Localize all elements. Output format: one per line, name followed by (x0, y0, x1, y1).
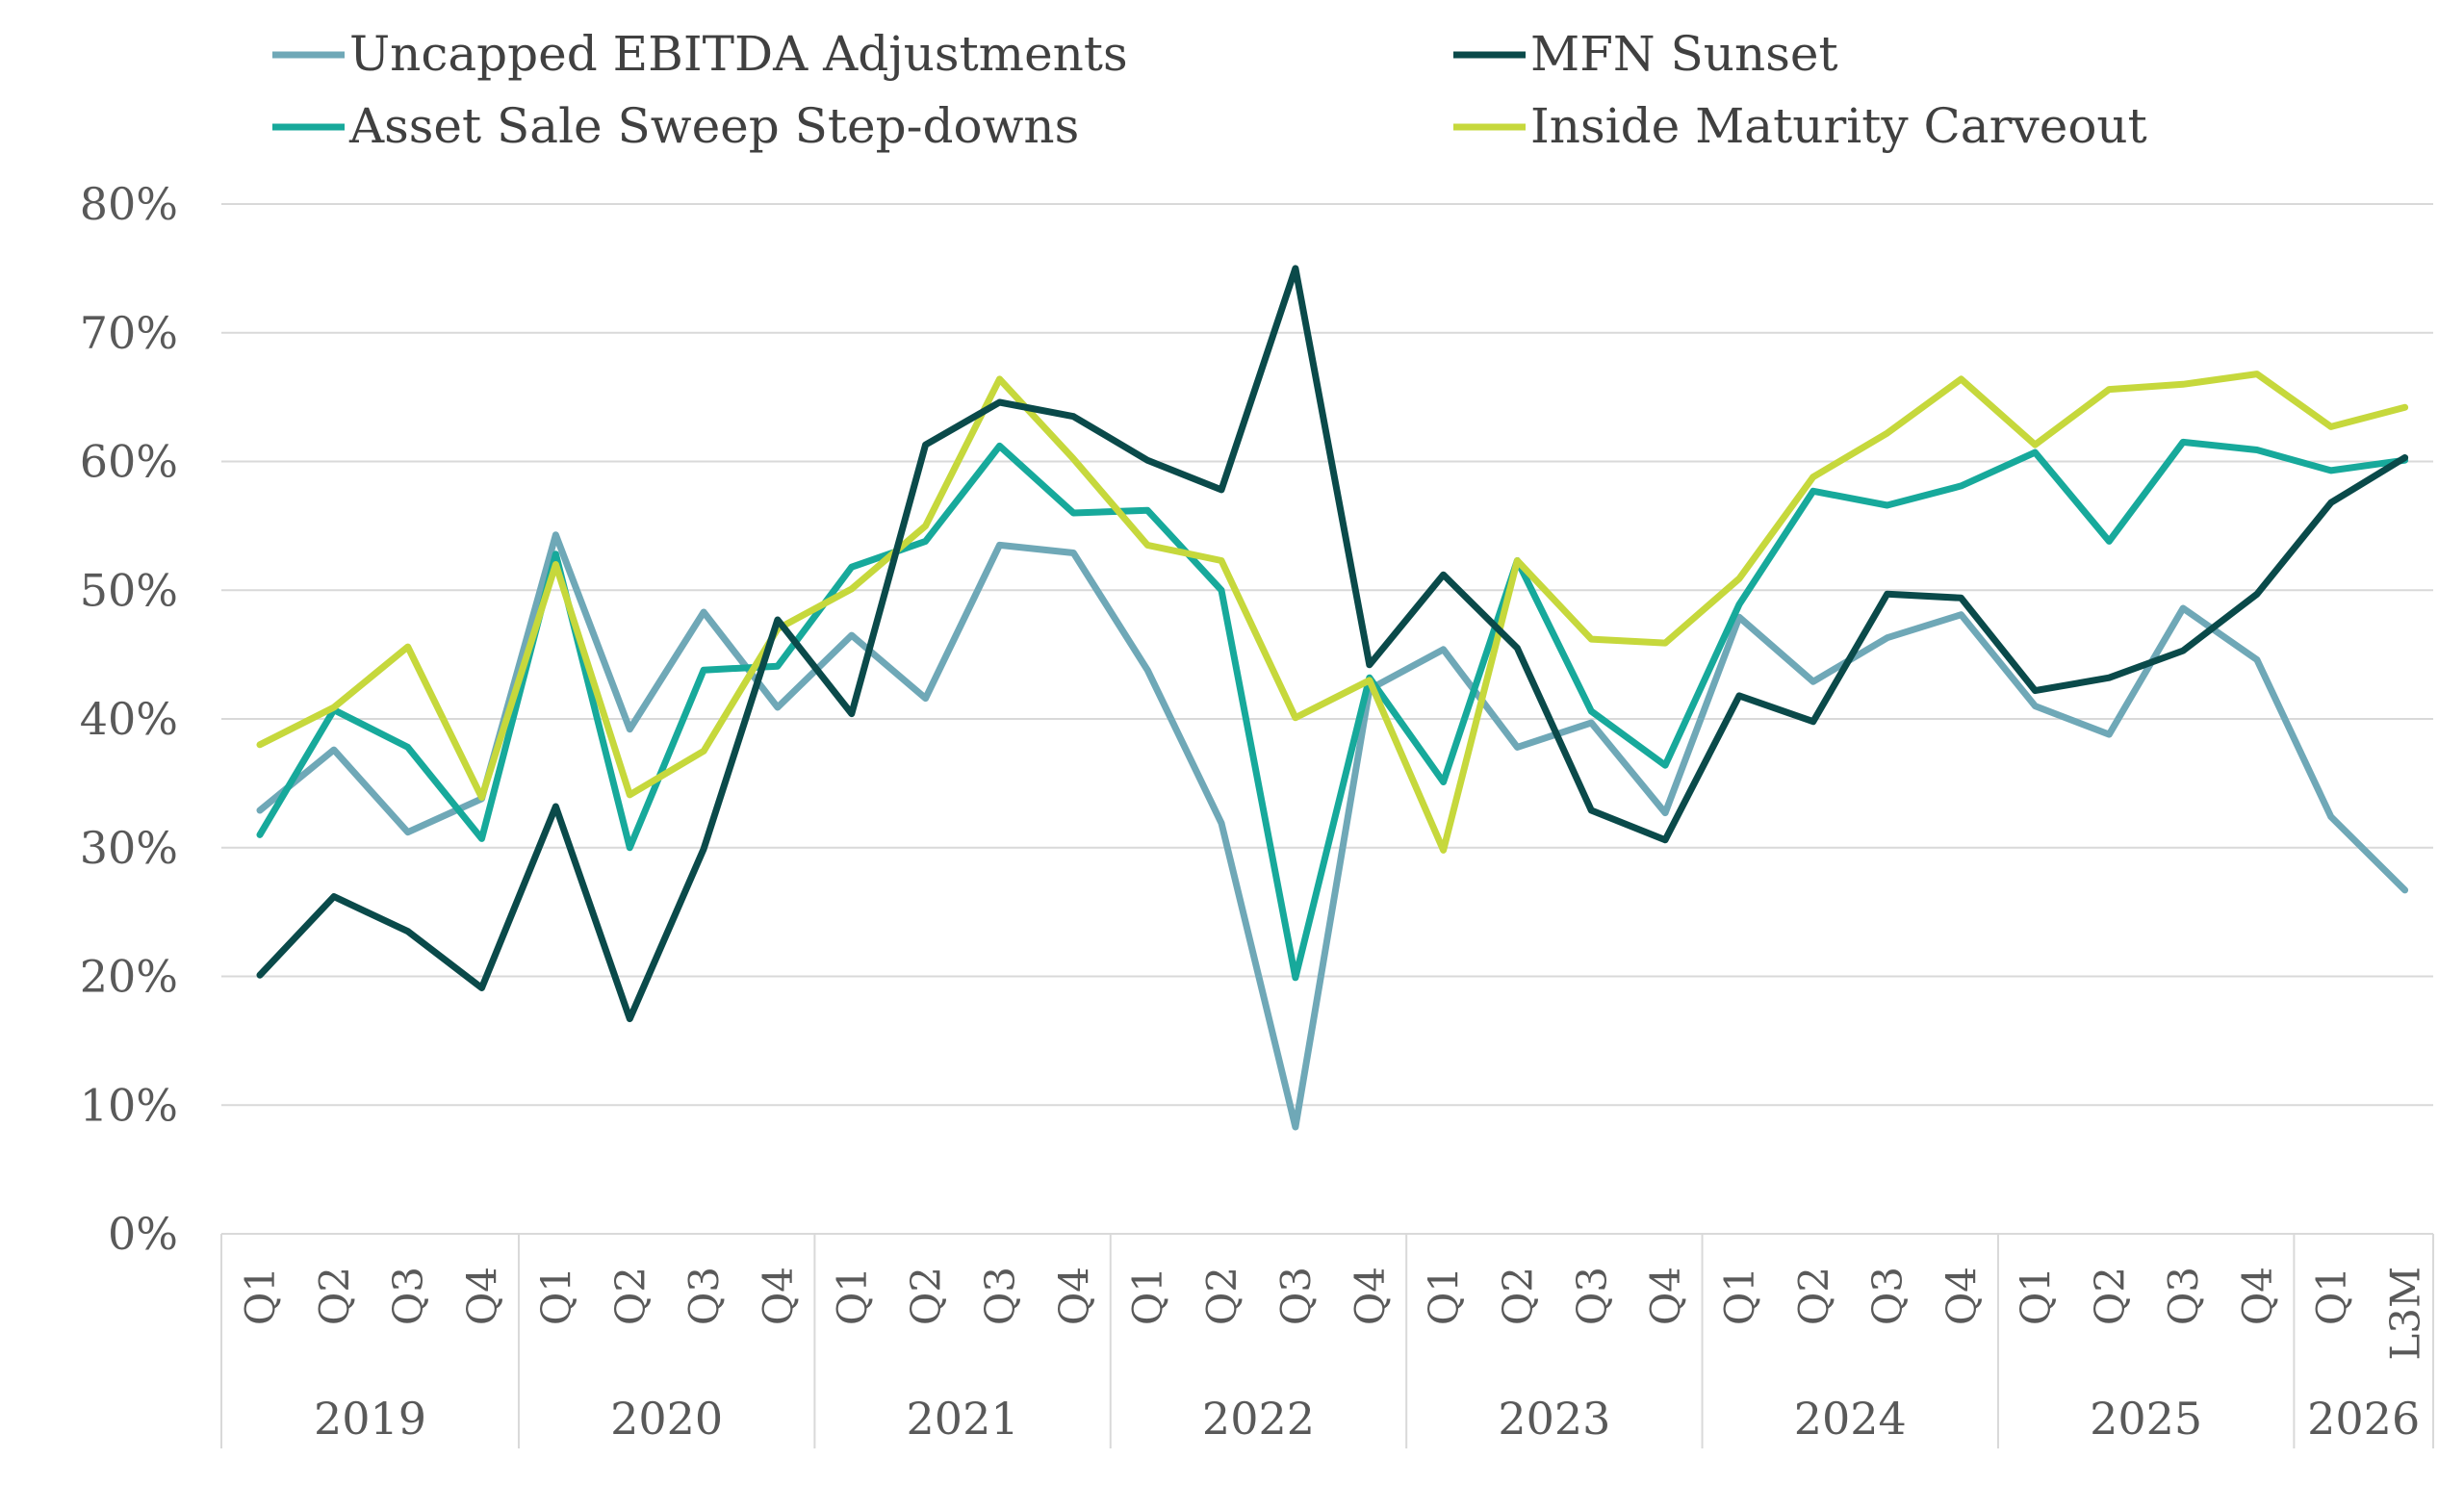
series-line-1 (256, 531, 2409, 1131)
x-tick-label: Q1 (829, 1267, 876, 1325)
x-year-label: 2023 (1498, 1393, 1610, 1445)
legend-item: Asset Sale Sweep Step-downs (272, 98, 1079, 154)
y-tick-label: 40% (80, 693, 178, 745)
x-year-label: 2024 (1794, 1393, 1907, 1445)
x-tick-label: Q3 (1272, 1267, 1320, 1325)
legend: Uncapped EBITDA Adjustments MFN Sunset Ass… (272, 26, 2147, 154)
x-tick-label: Q1 (1124, 1267, 1171, 1325)
x-year-label: 2019 (314, 1393, 426, 1445)
x-tick-label: Q2 (606, 1267, 654, 1325)
x-tick-label: Q1 (1421, 1267, 1468, 1325)
x-tick-label: Q3 (977, 1267, 1024, 1325)
x-year-label: 2022 (1202, 1393, 1315, 1445)
x-tick-label: Q3 (680, 1267, 728, 1325)
x-tick-label: L3M (2382, 1267, 2429, 1361)
y-tick-label: 80% (80, 178, 178, 230)
gridlines (221, 203, 2433, 1235)
x-tick-label: Q2 (2086, 1267, 2133, 1325)
legend-label: Asset Sale Sweep Step-downs (348, 98, 1079, 154)
x-tick-label: Q2 (1790, 1267, 1837, 1325)
x-year-label: 2020 (610, 1393, 723, 1445)
series-line-3 (256, 438, 2409, 982)
y-tick-label: 20% (80, 951, 178, 1003)
series-lines (256, 265, 2409, 1131)
legend-item: MFN Sunset (1453, 26, 1838, 82)
y-tick-label: 60% (80, 436, 178, 488)
x-tick-label: Q1 (2012, 1267, 2059, 1325)
x-tick-label: Q2 (311, 1267, 358, 1325)
x-tick-label: Q3 (385, 1267, 432, 1325)
x-tick-label: Q4 (1347, 1267, 1394, 1325)
x-tick-label: Q1 (237, 1267, 284, 1325)
legend-label: Inside Maturity Carveout (1530, 98, 2147, 154)
x-tick-label: Q4 (1050, 1267, 1097, 1325)
series-line-4 (256, 371, 2409, 854)
x-tick-label: Q2 (903, 1267, 950, 1325)
x-tick-label: Q4 (459, 1267, 506, 1325)
x-tick-label: Q3 (1864, 1267, 1912, 1325)
y-tick-label: 10% (80, 1079, 178, 1131)
x-tick-label: Q4 (1642, 1267, 1689, 1325)
x-axis: Q1 Q2 Q3 Q4 2019 Q1 Q2 Q3 Q4 2020 Q1 Q2 Q3 Q4 2021 Q1 Q2… (220, 1234, 2434, 1448)
x-year-label: 2025 (2090, 1393, 2202, 1445)
x-tick-label: Q2 (1198, 1267, 1245, 1325)
y-tick-label: 50% (80, 564, 178, 616)
series-line-2 (256, 265, 2409, 1023)
x-tick-label: Q1 (1716, 1267, 1763, 1325)
legend-item: Inside Maturity Carveout (1453, 98, 2147, 154)
x-year-label: 2021 (907, 1393, 1019, 1445)
y-tick-label: 0% (108, 1208, 178, 1260)
legend-label: Uncapped EBITDA Adjustments (349, 26, 1128, 82)
x-year-label: 2026 (2307, 1393, 2420, 1445)
legend-label: MFN Sunset (1530, 26, 1838, 82)
x-tick-label: Q3 (1568, 1267, 1615, 1325)
x-tick-label: Q4 (755, 1267, 802, 1325)
x-tick-label: Q3 (2160, 1267, 2207, 1325)
y-tick-label: 30% (80, 822, 178, 874)
x-tick-label: Q1 (532, 1267, 579, 1325)
x-tick-label: Q4 (2234, 1267, 2281, 1325)
x-tick-label: Q1 (2308, 1267, 2355, 1325)
x-tick-label: Q2 (1494, 1267, 1541, 1325)
y-axis: 0% 10% 20% 30% 40% 50% 60% 70% 80% (80, 178, 178, 1260)
legend-item: Uncapped EBITDA Adjustments (272, 26, 1128, 82)
y-tick-label: 70% (80, 307, 178, 359)
x-tick-label: Q4 (1938, 1267, 1986, 1325)
